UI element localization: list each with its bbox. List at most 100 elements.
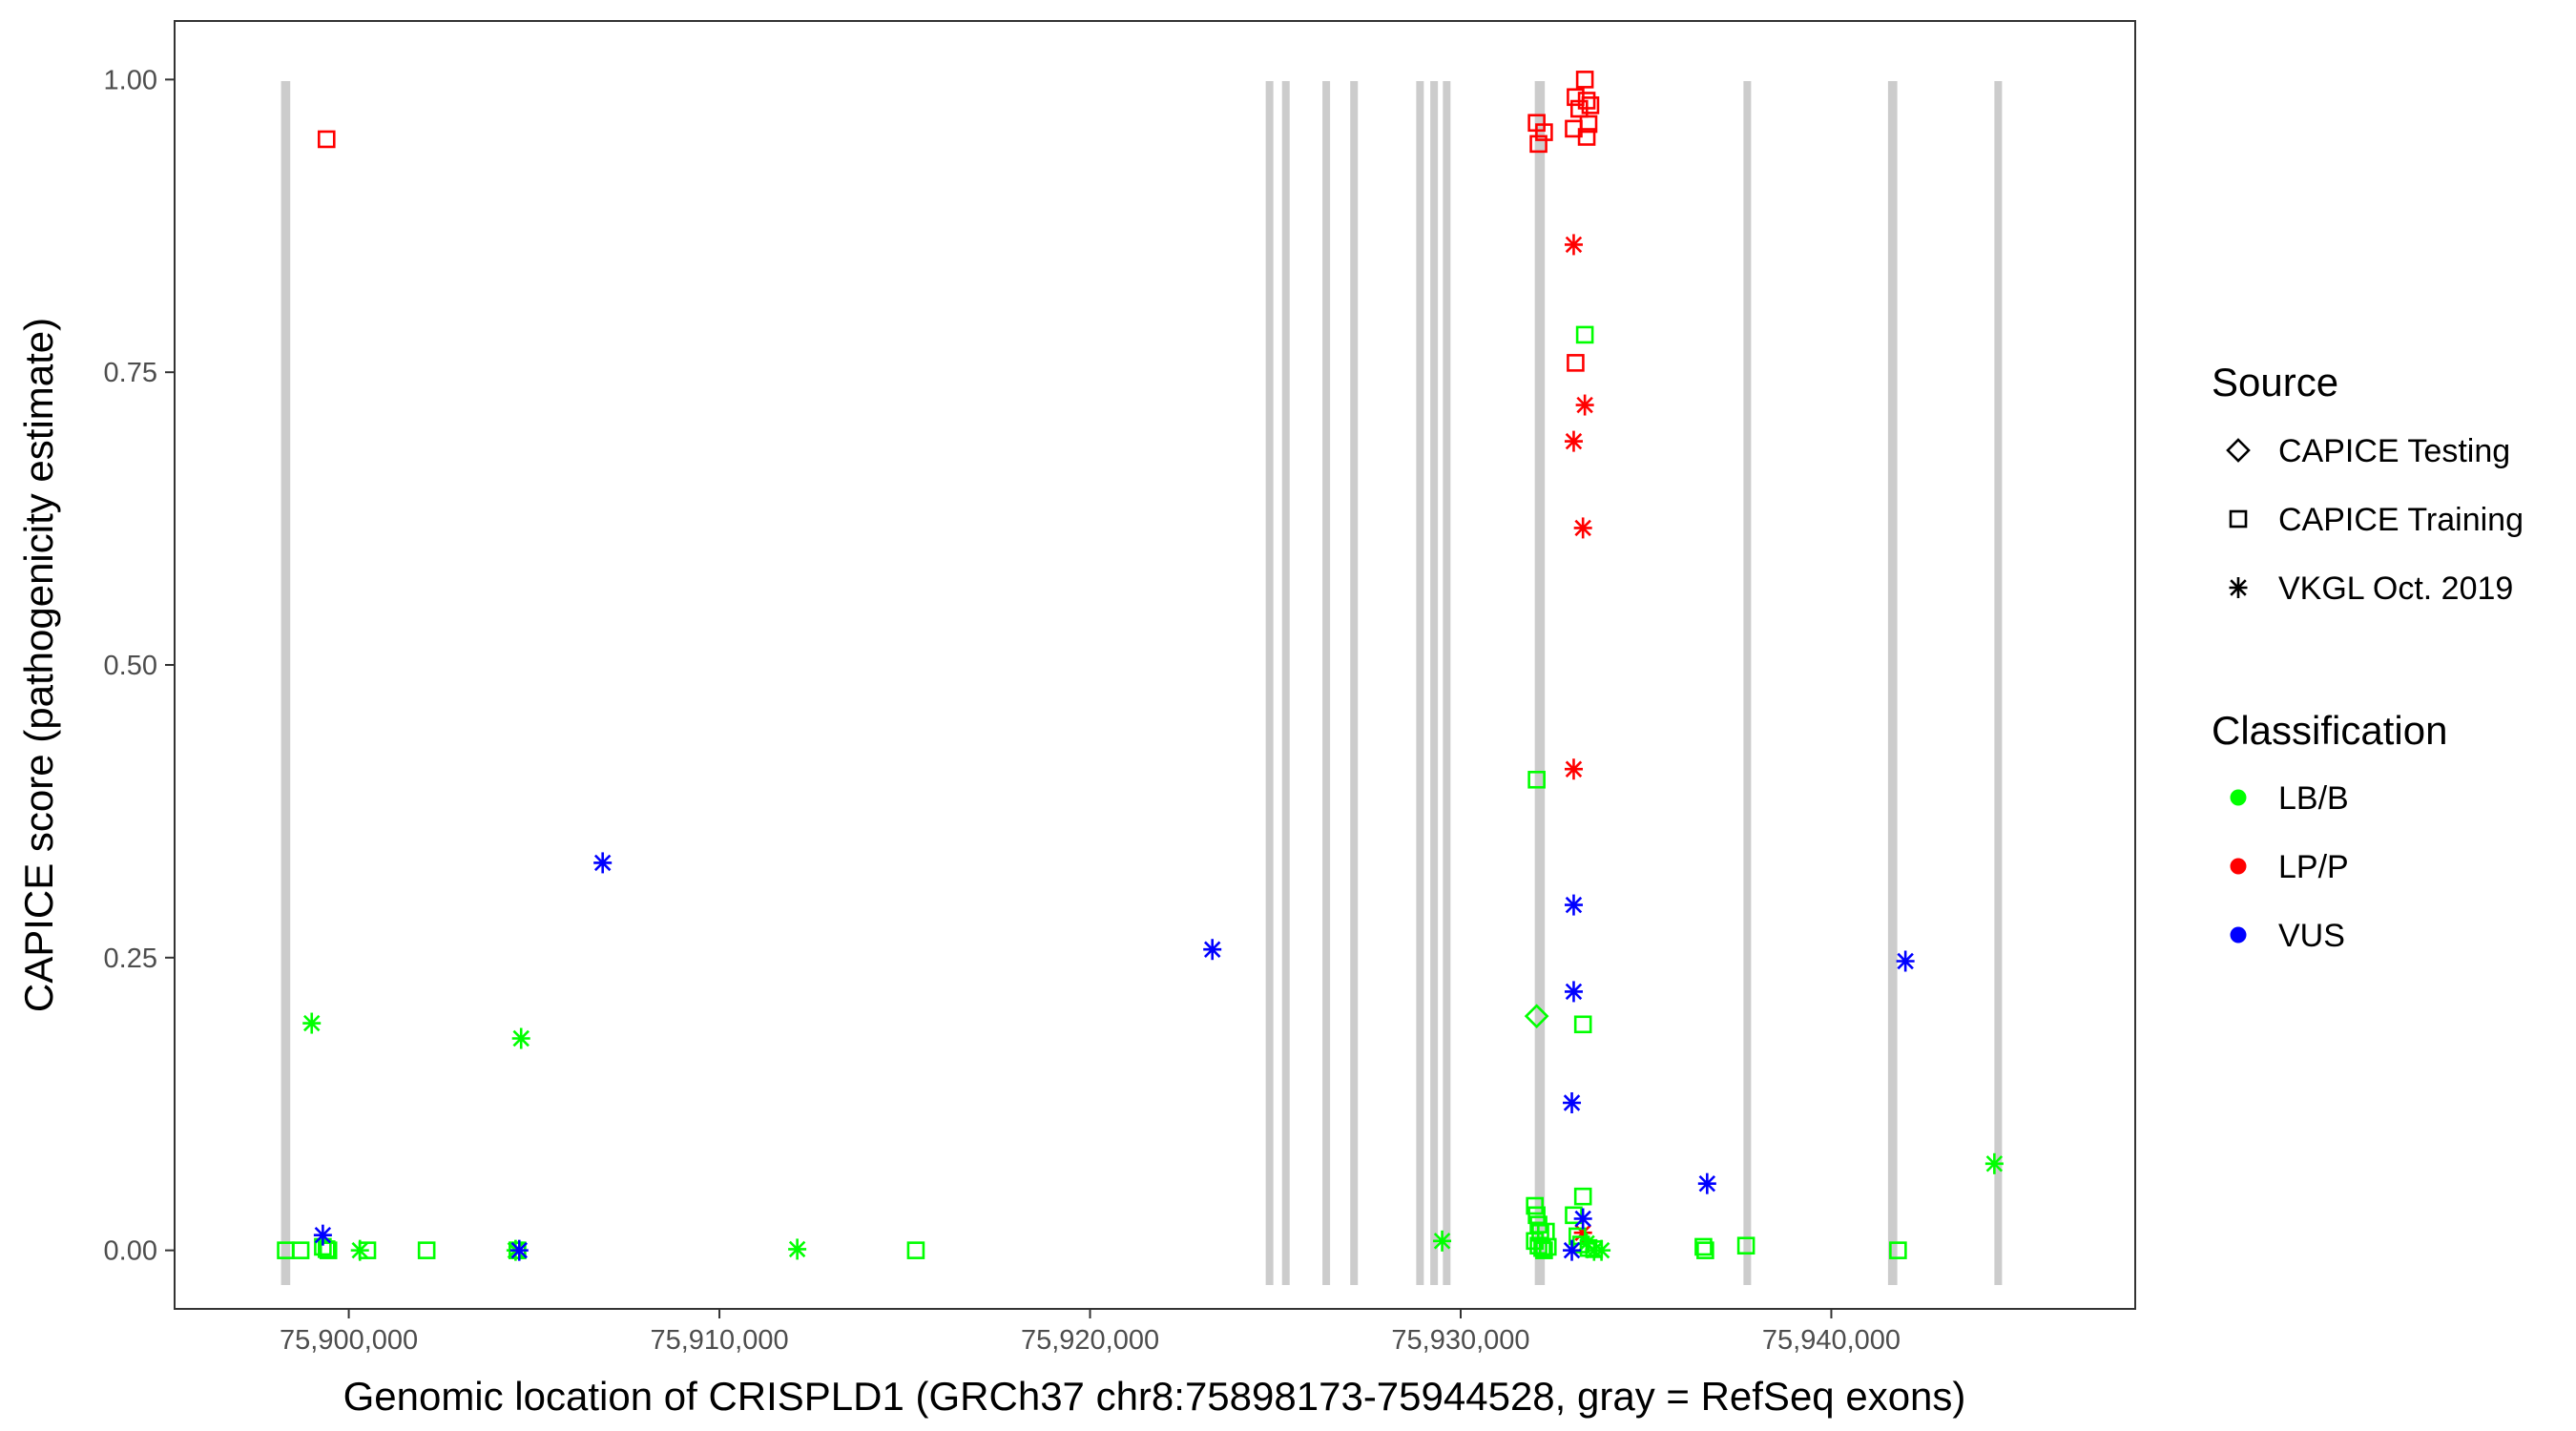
data-point-shape <box>1581 96 1600 114</box>
exon-band <box>1743 81 1752 1285</box>
data-point-shape <box>1526 1196 1544 1215</box>
x-tick-label: 75,930,000 <box>1391 1325 1529 1356</box>
legend-key-square-icon-shape <box>2229 509 2248 529</box>
data-point-shape <box>1527 770 1546 789</box>
data-point <box>1524 1004 1549 1029</box>
x-tick-label: 75,900,000 <box>280 1325 418 1356</box>
y-tick-label: 1.00 <box>104 65 157 95</box>
data-point <box>1565 1206 1583 1225</box>
data-point <box>1563 1092 1582 1113</box>
data-point-shape <box>1579 114 1598 134</box>
data-point-shape <box>1575 325 1594 344</box>
data-point <box>1564 430 1583 452</box>
data-point <box>1573 1015 1592 1034</box>
x-tick-label: 75,940,000 <box>1762 1325 1901 1356</box>
data-point-shape <box>1694 1237 1713 1256</box>
legend-source-item: CAPICE Testing <box>2226 433 2510 469</box>
data-point <box>1694 1237 1713 1256</box>
data-point-shape <box>1889 1241 1907 1259</box>
legend-classification-item: VUS <box>2230 918 2345 954</box>
legend-key-dot-icon-shape <box>2230 789 2247 806</box>
legend-classification-item: LP/P <box>2230 849 2349 885</box>
exon-band <box>1350 81 1359 1285</box>
y-tick-label: 0.50 <box>104 651 157 681</box>
data-point <box>1579 114 1598 134</box>
data-point-shape <box>1577 92 1596 110</box>
x-tick-label: 75,920,000 <box>1021 1325 1159 1356</box>
exon-band <box>1430 81 1439 1285</box>
exon-band <box>1994 81 2003 1285</box>
data-point <box>1575 325 1594 344</box>
plot-panel-background <box>175 21 2135 1309</box>
legend-classification-label: VUS <box>2278 918 2345 954</box>
exon-band <box>1443 81 1451 1285</box>
legend-key-dot-icon <box>2230 858 2247 875</box>
data-point <box>1526 1196 1544 1215</box>
data-point <box>509 1239 529 1261</box>
data-point-shape <box>1575 71 1594 89</box>
legend-classification-title: Classification <box>2212 708 2447 753</box>
data-point <box>1696 1241 1714 1259</box>
data-point <box>1529 135 1548 154</box>
exon-bands <box>280 81 2003 1285</box>
legend-classification-item: LB/B <box>2230 780 2349 817</box>
legend-classification-items: LB/B LP/P VUS <box>2230 780 2349 954</box>
exon-band <box>1281 81 1290 1285</box>
legend-key-asterisk-icon <box>2229 577 2248 598</box>
data-point-shape <box>319 1241 338 1259</box>
exon-band <box>1534 81 1546 1285</box>
data-point <box>1573 1187 1592 1206</box>
data-point <box>1984 1152 2004 1174</box>
data-point <box>1581 96 1600 114</box>
legend-source-label: CAPICE Training <box>2278 502 2524 538</box>
data-point-shape <box>1736 1236 1755 1255</box>
x-axis-title: Genomic location of CRISPLD1 (GRCh37 chr… <box>343 1374 1966 1419</box>
x-axis: 75,900,000 75,910,000 75,920,000 75,930,000… <box>280 1309 1901 1356</box>
data-point-shape <box>906 1241 925 1259</box>
exon-band <box>1265 81 1274 1285</box>
data-point-shape <box>1573 1187 1592 1206</box>
data-point-shape <box>1538 1237 1557 1256</box>
data-point <box>1564 894 1583 916</box>
exon-band <box>1322 81 1331 1285</box>
data-point <box>1529 1236 1548 1255</box>
y-tick-label: 0.00 <box>104 1236 157 1267</box>
data-point <box>1538 1237 1557 1256</box>
legend-source-title: Source <box>2212 360 2338 404</box>
data-point <box>1535 123 1553 141</box>
data-point <box>1577 92 1596 110</box>
data-point <box>291 1241 310 1259</box>
data-point <box>1527 1206 1546 1225</box>
legend-key-dot-icon-shape <box>2230 926 2247 944</box>
data-point-shape <box>291 1241 310 1259</box>
y-axis: 0.00 0.25 0.50 0.75 1.00 <box>104 65 175 1267</box>
legend-source-items: CAPICE Testing CAPICE Training VKGL Oct. 2… <box>2226 433 2524 607</box>
data-point-shape <box>1527 1206 1546 1225</box>
data-point <box>1433 1230 1452 1252</box>
data-point-shape <box>317 130 336 149</box>
data-point <box>1535 1241 1553 1259</box>
data-point <box>417 1241 436 1259</box>
data-point <box>1573 1208 1592 1230</box>
legend: Source CAPICE Testing CAPICE Training VKGL… <box>2212 360 2524 954</box>
data-point-shape <box>1524 1004 1549 1029</box>
legend-source-item: VKGL Oct. 2019 <box>2229 570 2513 607</box>
data-point <box>319 1241 338 1259</box>
legend-key-dot-icon-shape <box>2230 858 2247 875</box>
data-point <box>1889 1241 1907 1259</box>
data-point-shape <box>1573 1015 1592 1034</box>
data-point <box>313 1224 332 1246</box>
legend-key-dot-icon <box>2230 789 2247 806</box>
data-point <box>1564 234 1583 256</box>
data-point <box>1527 770 1546 789</box>
data-point <box>1592 1239 1611 1261</box>
data-point <box>302 1012 322 1034</box>
data-point <box>1203 939 1222 961</box>
exon-band <box>1416 81 1424 1285</box>
data-point-shape <box>1529 1236 1548 1255</box>
data-point <box>593 852 613 874</box>
legend-key-square-icon <box>2229 509 2248 529</box>
exon-band <box>280 81 291 1285</box>
data-point-shape <box>1529 135 1548 154</box>
